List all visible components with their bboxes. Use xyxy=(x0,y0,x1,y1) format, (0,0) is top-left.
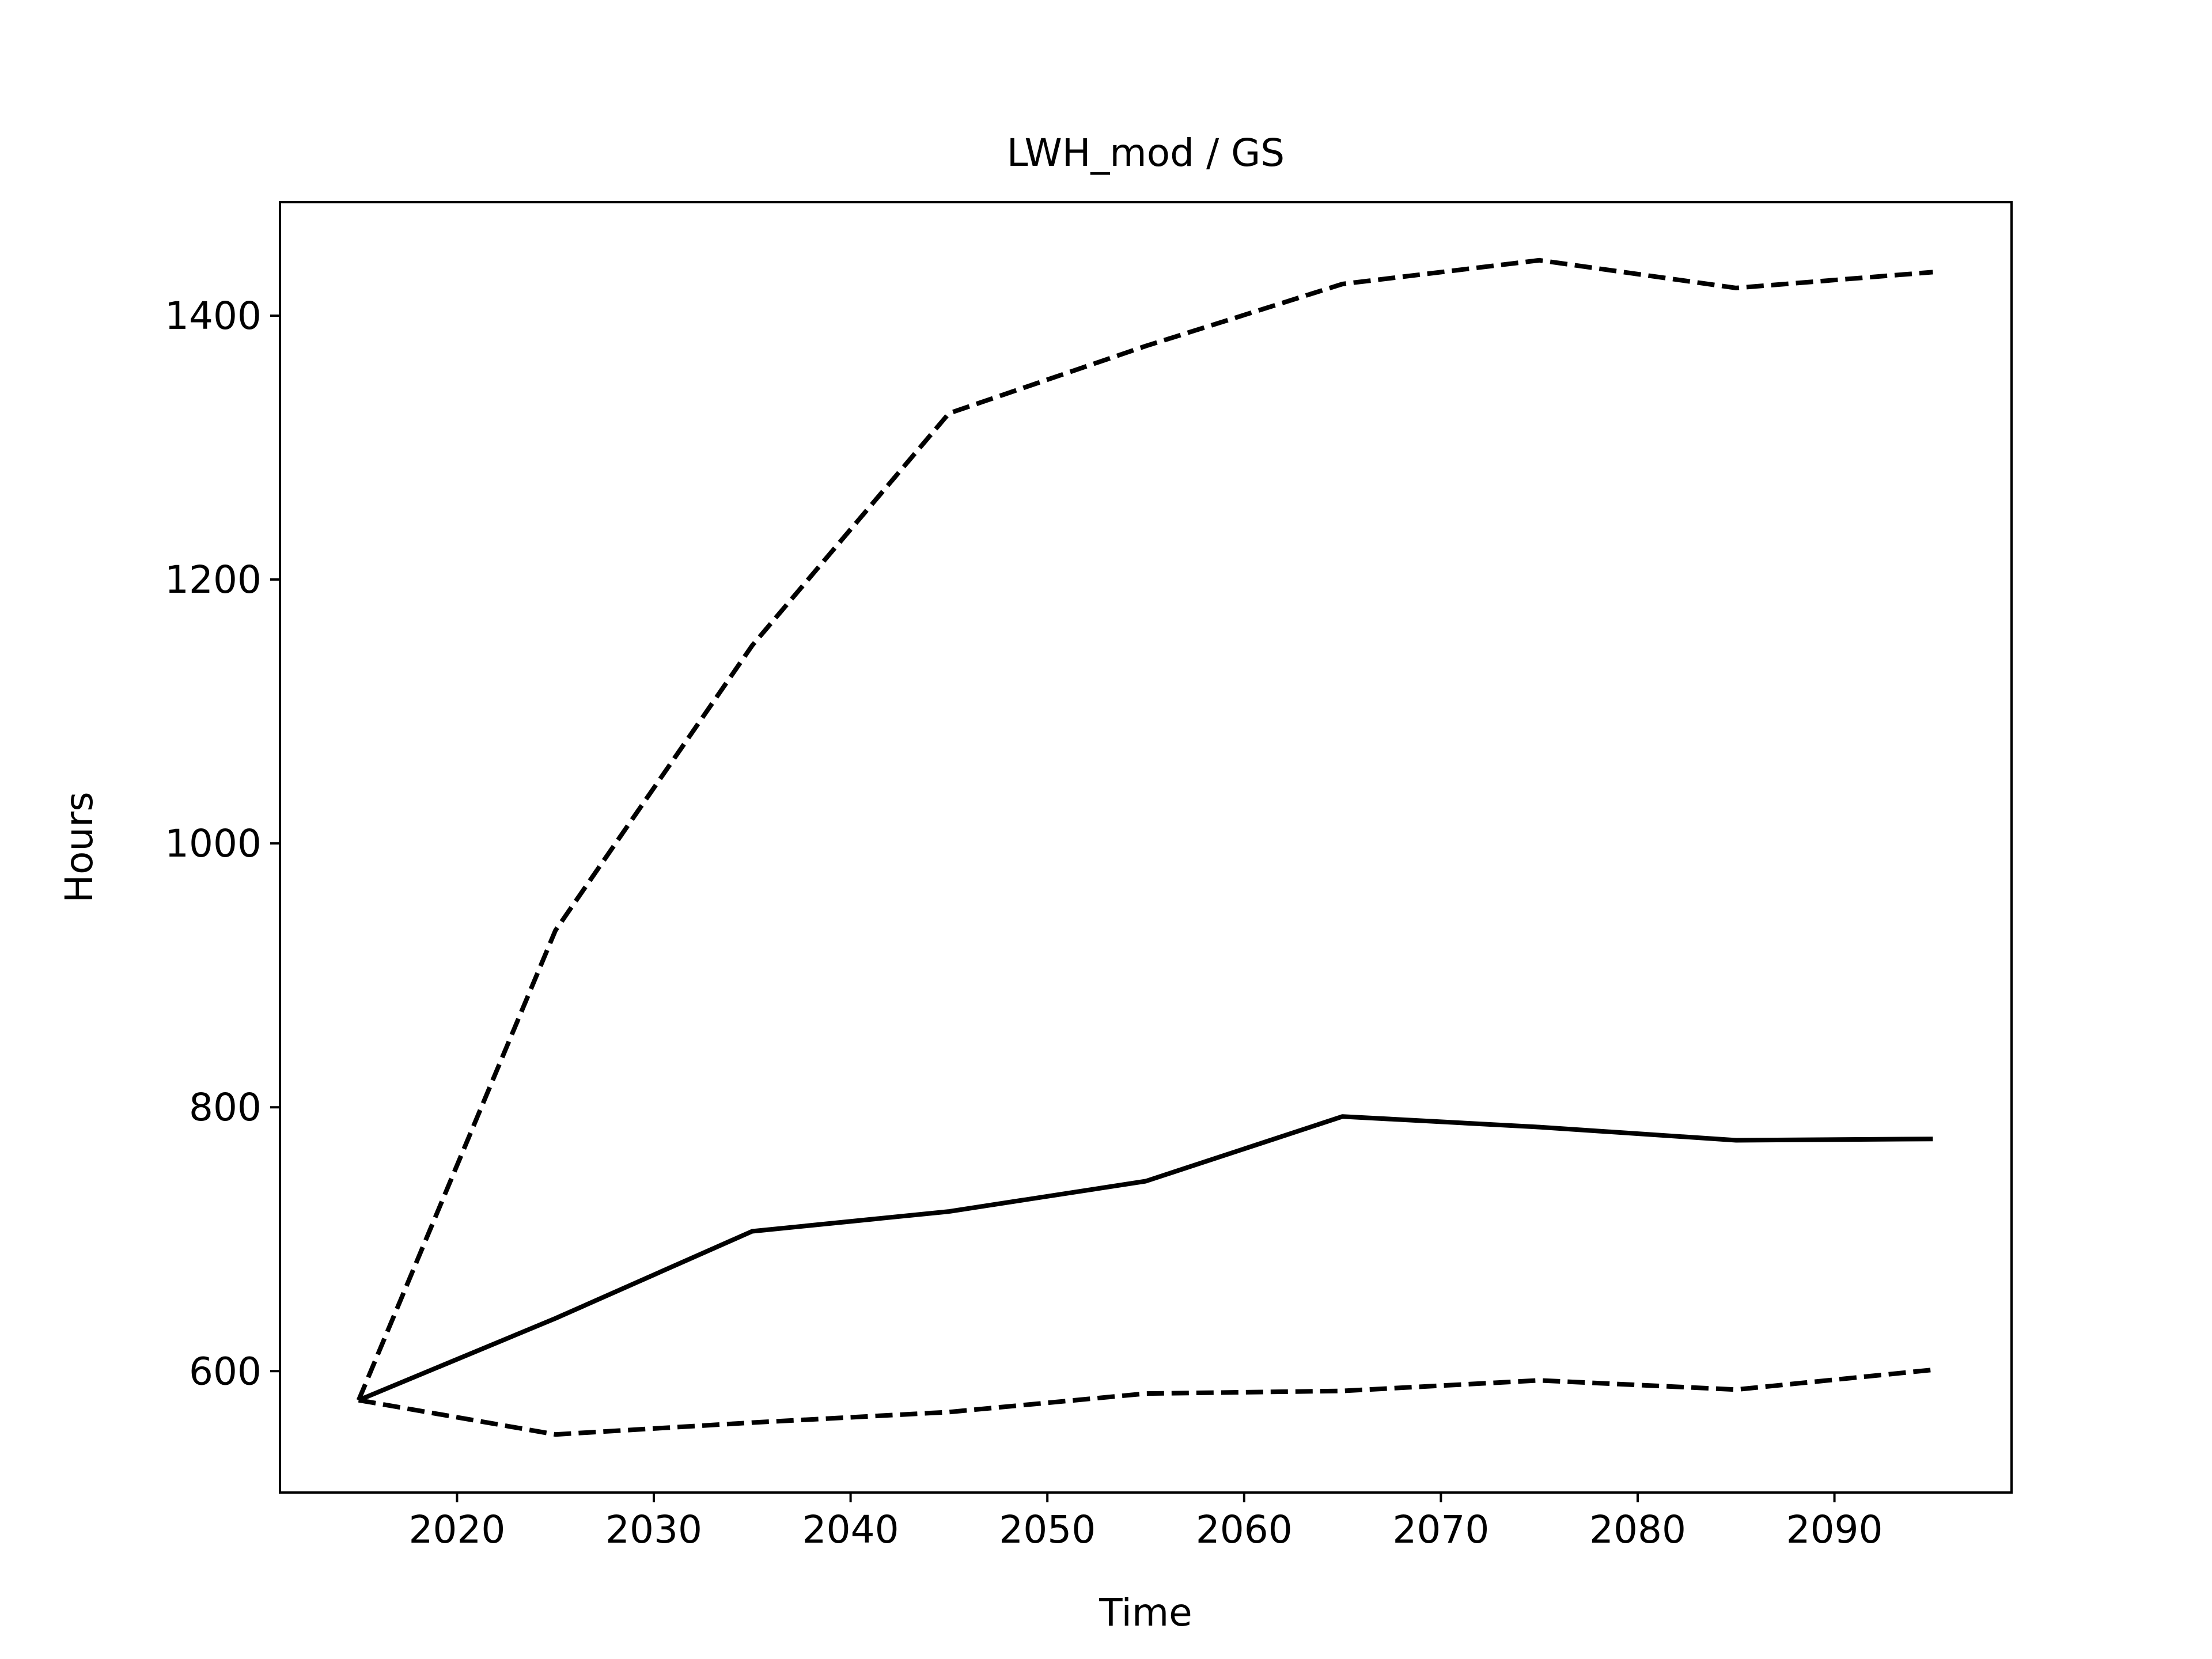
x-tick-label: 2060 xyxy=(1196,1508,1293,1552)
x-tick-label: 2050 xyxy=(999,1508,1096,1552)
y-tick-label: 1400 xyxy=(165,294,262,338)
x-tick-label: 2020 xyxy=(408,1508,505,1552)
y-tick-label: 800 xyxy=(189,1085,262,1130)
y-tick-label: 600 xyxy=(189,1349,262,1393)
x-tick-label: 2080 xyxy=(1589,1508,1686,1552)
chart-title: LWH_mod / GS xyxy=(1007,131,1285,175)
x-tick-label: 2030 xyxy=(605,1508,702,1552)
x-tick-label: 2070 xyxy=(1392,1508,1489,1552)
y-tick-label: 1000 xyxy=(165,821,262,866)
x-axis: 2020 2030 2040 2050 2060 2070 2080 2090 xyxy=(408,1493,1883,1552)
x-tick-label: 2090 xyxy=(1786,1508,1883,1552)
series-line-3 xyxy=(358,1368,1933,1437)
plot-frame xyxy=(279,201,2013,1494)
y-tick-label: 1200 xyxy=(165,558,262,602)
y-axis-label: Hours xyxy=(57,791,101,903)
plot-area xyxy=(356,257,1933,1437)
y-axis: 600 800 1000 1200 1400 xyxy=(165,294,280,1393)
x-axis-label: Time xyxy=(1099,1590,1192,1635)
series-line-1 xyxy=(356,257,1933,1402)
x-tick-label: 2040 xyxy=(802,1508,899,1552)
series-line-2 xyxy=(358,1114,1933,1403)
